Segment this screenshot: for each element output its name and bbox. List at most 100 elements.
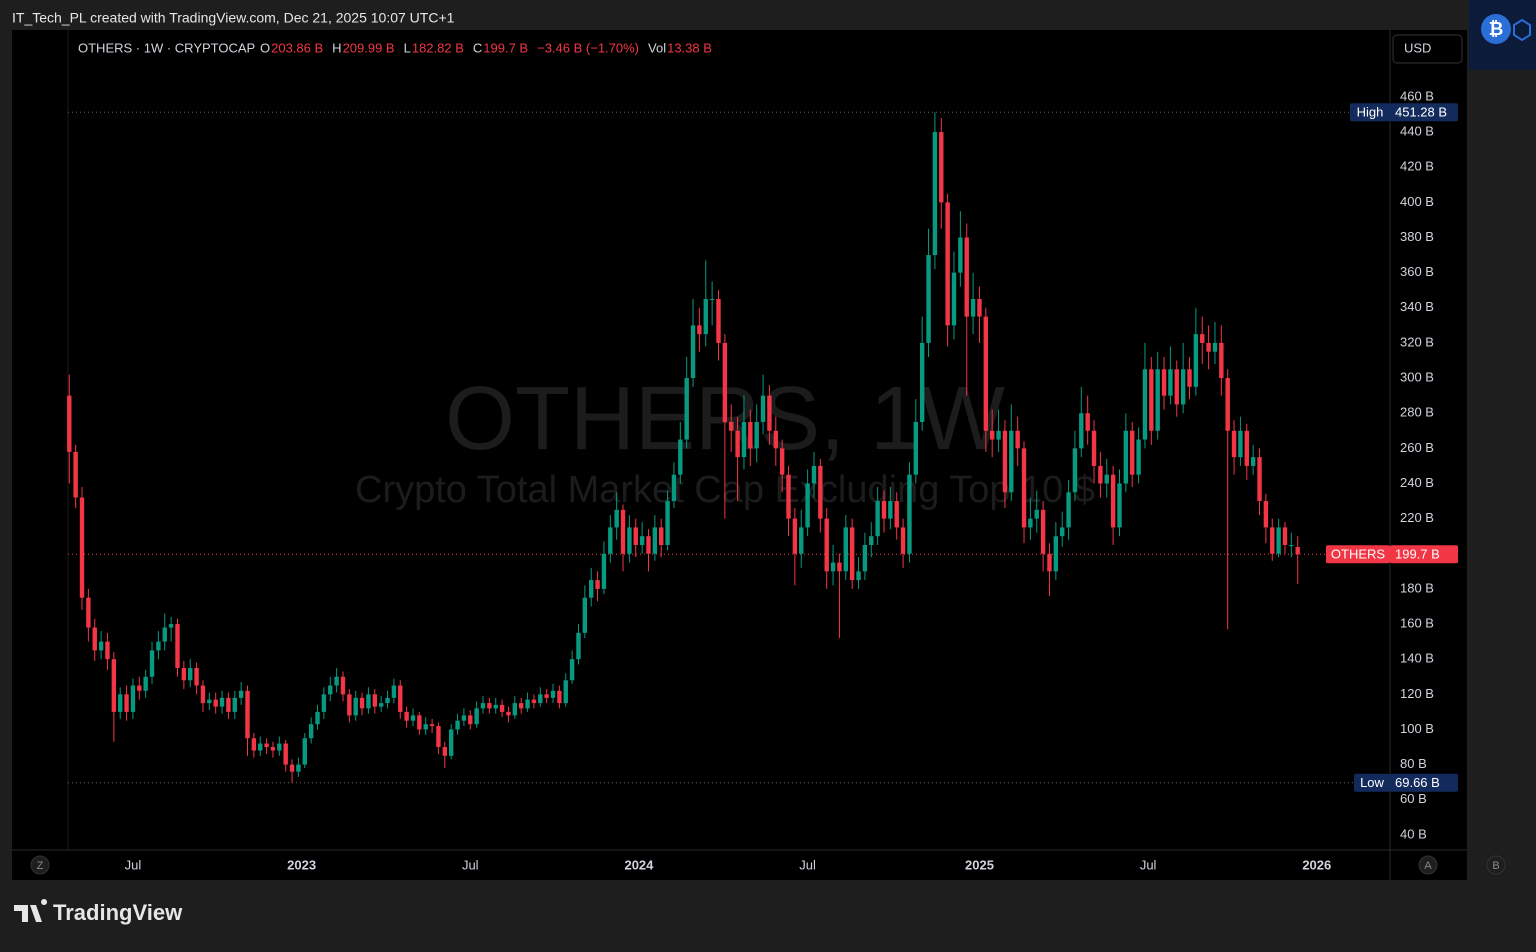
candle-body (608, 527, 613, 554)
candle-body (518, 703, 524, 709)
candle-body (410, 715, 416, 721)
candle-body (1212, 342, 1218, 352)
candle-body (678, 439, 683, 475)
candle-body (493, 704, 498, 709)
marker-label: Low (1360, 775, 1384, 790)
candle-body (1053, 536, 1059, 572)
candle-body (1238, 430, 1243, 458)
candle-body (977, 298, 982, 317)
y-tick-label: 340 B (1400, 299, 1434, 314)
candle-body (308, 724, 314, 739)
candle-body (468, 715, 473, 725)
candle-body (448, 729, 454, 756)
button-base[interactable] (1486, 855, 1506, 875)
candle-body (684, 378, 689, 440)
legend-high: 209.99 B (343, 40, 395, 55)
candle-body (932, 132, 938, 256)
y-tick-label: 420 B (1400, 159, 1434, 174)
candle-body (671, 474, 677, 502)
candle-body (1130, 430, 1135, 475)
candle-body (175, 624, 180, 668)
marker-value: 69.66 B (1395, 775, 1440, 790)
candle-body (748, 421, 753, 449)
y-tick-label: 40 B (1400, 826, 1427, 841)
candle-body (404, 711, 409, 721)
candle-body (760, 395, 766, 422)
y-tick-label: 260 B (1400, 440, 1434, 455)
candle-body (639, 536, 645, 545)
candle-body (926, 255, 931, 343)
candle-body (767, 395, 772, 431)
candle-body (964, 237, 969, 317)
marker-value: 199.7 B (1395, 547, 1440, 562)
candle-body (213, 699, 218, 707)
candle-body (245, 690, 250, 739)
candle-body (754, 421, 759, 449)
marker-value-box (1390, 545, 1458, 564)
candle-body (779, 448, 785, 475)
candle-body (830, 562, 836, 572)
x-tick-label: 2023 (287, 857, 316, 872)
candle-body (989, 430, 995, 440)
y-tick-label: 380 B (1400, 229, 1434, 244)
candle-body (1028, 518, 1033, 528)
candle-body (258, 743, 263, 751)
candle-body (983, 316, 989, 431)
x-tick-label: 2024 (624, 857, 654, 872)
marker-value: 451.28 B (1395, 105, 1447, 120)
candle-body (1180, 369, 1186, 405)
candle-body (849, 527, 855, 581)
candle-body (188, 667, 193, 681)
candle-body (856, 571, 861, 581)
candle-body (913, 421, 919, 475)
candle-body (429, 724, 435, 726)
candle-body (1009, 430, 1014, 493)
candle-body (347, 694, 352, 716)
candle-body (824, 518, 829, 572)
y-tick-label: 360 B (1400, 264, 1434, 279)
currency-button[interactable] (1392, 34, 1463, 64)
y-tick-label: 180 B (1400, 580, 1434, 595)
candle-body (1110, 474, 1116, 528)
candle-body (232, 697, 237, 712)
candle-body (1206, 342, 1211, 352)
candle-body (442, 747, 448, 756)
candle-body (531, 699, 537, 704)
legend-high-label: H (332, 40, 341, 55)
candle-body (1168, 369, 1173, 396)
candle-body (894, 501, 899, 528)
candle-body (576, 632, 581, 660)
candle-body (1282, 527, 1288, 545)
candle-body (1250, 457, 1256, 466)
candle-body (372, 694, 377, 707)
candle-body (900, 527, 906, 554)
legend-change: −3.46 B (−1.70%) (537, 40, 639, 55)
candle-body (92, 627, 97, 651)
logo-symbol: ₿ (1489, 19, 1504, 39)
x-tick-label: Jul (1140, 857, 1157, 872)
candle-body (359, 697, 365, 709)
candle-body (226, 697, 231, 712)
candle-body (73, 451, 78, 498)
button-auto[interactable] (1418, 855, 1438, 875)
candle-body (219, 697, 225, 707)
credit: IT_Tech_PL created with TradingView.com,… (12, 10, 455, 26)
brand-icon (14, 899, 48, 922)
candle-body (270, 747, 276, 751)
button-left[interactable] (30, 855, 50, 875)
candle-body (557, 690, 562, 704)
y-tick-label: 460 B (1400, 88, 1434, 103)
candle-body (1047, 553, 1052, 572)
candle-body (98, 641, 104, 651)
candle-body (544, 694, 549, 698)
candle-body (137, 685, 142, 691)
legend-open: 203.86 B (271, 40, 323, 55)
candle-body (741, 421, 747, 458)
candle-body (118, 694, 123, 712)
candle-body (474, 708, 479, 725)
candle-body (461, 715, 467, 721)
candle-body (996, 430, 1001, 440)
candle-body (1161, 369, 1167, 396)
x-tick-label: Jul (125, 857, 142, 872)
